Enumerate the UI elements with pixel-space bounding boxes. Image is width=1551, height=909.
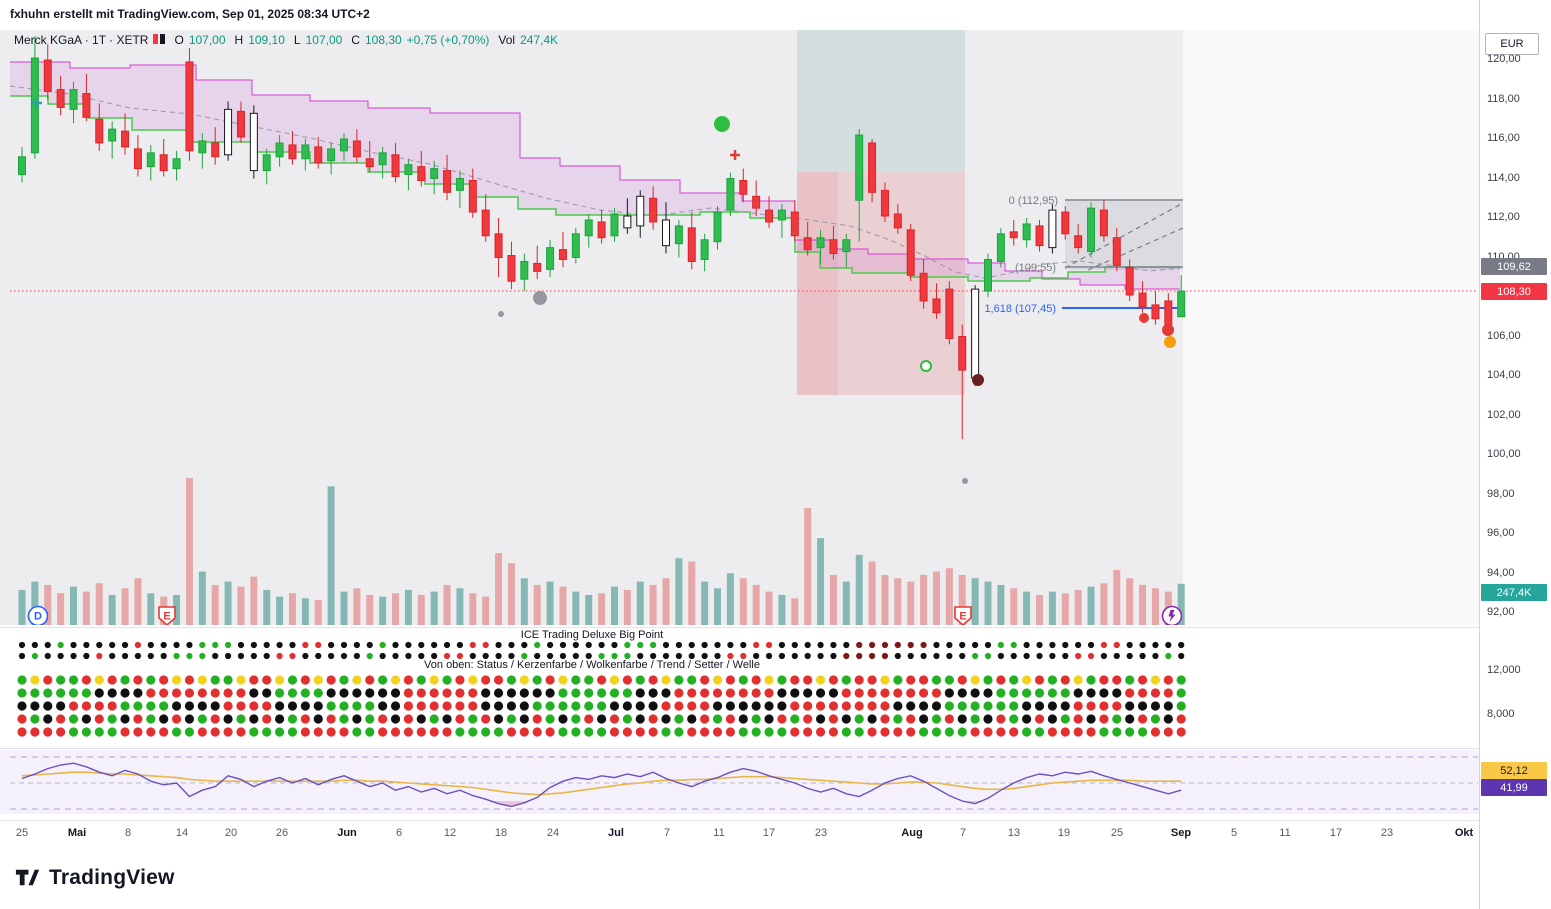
price-tick: 114,00 (1487, 171, 1520, 184)
ice-row-welle (17, 727, 1186, 737)
price-tick: 120,00 (1487, 53, 1521, 65)
ice-row-status-2 (18, 652, 1185, 660)
event-badge-E: E (158, 606, 176, 625)
time-label: Mai (67, 827, 87, 839)
ice-indicator-title: ICE Trading Deluxe Big Point (520, 629, 664, 641)
price-badge: 52,12 (1481, 762, 1547, 779)
price-badge: 41,99 (1481, 779, 1547, 796)
time-label: 23 (814, 827, 828, 839)
low-value: 107,00 (305, 33, 343, 47)
ice-dots-canvas[interactable] (0, 628, 1479, 748)
low-label: L (293, 33, 301, 47)
time-label: 17 (762, 827, 776, 839)
time-label: 17 (1329, 827, 1343, 839)
time-label: Jul (608, 827, 624, 839)
price-tick: 98,00 (1487, 487, 1515, 500)
svg-text:0 (112,95): 0 (112,95) (1009, 195, 1058, 207)
mini-candle-icons (153, 33, 166, 47)
indicator-axis-tick: 8,000 (1487, 708, 1515, 720)
ice-row-trend (17, 701, 1186, 711)
open-value: 107,00 (188, 33, 226, 47)
svg-text:D: D (34, 611, 42, 623)
price-tick: 100,00 (1487, 448, 1521, 460)
panel-separator (0, 748, 1479, 749)
footer-brand[interactable]: TradingView (14, 864, 175, 891)
high-label: H (234, 33, 244, 47)
price-tick: 92,00 (1487, 606, 1515, 618)
time-label: 13 (1007, 827, 1021, 839)
tradingview-logo-icon (15, 869, 40, 886)
time-label: 12 (443, 827, 457, 839)
price-badge: 109,62 (1481, 258, 1547, 275)
ice-row-status-1 (18, 641, 1185, 649)
price-tick: 112,00 (1487, 211, 1520, 223)
change-value: +0,75 (+0,70%) (406, 33, 490, 47)
ice-row-setter (17, 714, 1186, 724)
time-label: 20 (224, 827, 238, 839)
volume-value: 247,4K (520, 33, 559, 47)
time-label: Aug (901, 827, 923, 839)
price-chart-canvas[interactable]: 0 (112,95) (109,55) 1,618 (107,45) D E E (0, 30, 1479, 625)
credit-line: fxhuhn erstellt mit TradingView.com, Sep… (10, 7, 370, 21)
ice-row-kerzenfarbe (17, 675, 1186, 685)
time-label: 18 (494, 827, 508, 839)
panel-separator (0, 627, 1479, 628)
time-label: 25 (15, 827, 29, 839)
event-badge-E: E (954, 606, 972, 625)
time-label: 11 (713, 827, 725, 839)
svg-text:(109,55): (109,55) (1015, 262, 1056, 274)
time-label: 26 (275, 827, 289, 839)
time-label: Okt (1454, 827, 1474, 839)
open-label: O (174, 33, 184, 47)
event-badge-D: D (27, 605, 49, 625)
time-label: 5 (1230, 827, 1238, 839)
time-axis[interactable]: 25 Mai 8 14 20 26 Jun 6 12 18 24 Jul 7 11 17 23 Aug 7 13 19… (0, 820, 1551, 849)
currency-label: EUR (1485, 33, 1539, 55)
price-tick: 118,00 (1487, 92, 1520, 105)
time-label: 7 (959, 827, 967, 839)
time-label: 8 (124, 827, 132, 839)
price-badge: 108,30 (1481, 283, 1547, 300)
symbol-title[interactable]: Merck KGaA · 1T · XETR (14, 33, 149, 47)
time-label: Jun (337, 827, 357, 839)
chart-legend: Merck KGaA · 1T · XETR O 107,00 H 109,10 L… (14, 33, 558, 47)
price-tick: 94,00 (1487, 566, 1515, 579)
svg-text:E: E (959, 611, 966, 623)
time-label: 19 (1057, 827, 1071, 839)
price-tick: 96,00 (1487, 527, 1515, 539)
price-tick: 102,00 (1487, 408, 1521, 421)
price-tick: 104,00 (1487, 369, 1521, 381)
price-tick: 116,00 (1487, 132, 1520, 144)
close-label: C (351, 33, 360, 47)
rsi-panel-canvas[interactable] (0, 750, 1479, 814)
high-value: 109,10 (248, 33, 285, 47)
event-badge-lightning (1161, 605, 1183, 625)
time-label: Sep (1170, 827, 1192, 839)
brand-wordmark: TradingView (49, 865, 175, 889)
time-label: 11 (1279, 827, 1291, 839)
ice-row-wolkenfarbe (17, 688, 1186, 698)
svg-text:1,618 (107,45): 1,618 (107,45) (984, 303, 1056, 315)
time-label: 24 (546, 827, 560, 839)
price-tick: 106,00 (1487, 329, 1521, 342)
price-axis[interactable]: EUR 120,00 118,00 116,00 114,00 112,00 110,00… (1479, 0, 1551, 909)
time-label: 25 (1110, 827, 1124, 839)
ice-indicator-subtitle: Von oben: Status / Kerzenfarbe / Wolkenf… (424, 659, 760, 671)
time-label: 6 (395, 827, 403, 839)
time-label: 7 (663, 827, 671, 839)
volume-label: Vol (498, 33, 516, 47)
close-value: 108,30 (364, 33, 402, 47)
time-label: 14 (175, 827, 189, 839)
indicator-axis-tick: 12,000 (1487, 664, 1521, 676)
time-label: 23 (1380, 827, 1394, 839)
svg-text:E: E (163, 611, 170, 623)
price-badge: 247,4K (1481, 584, 1547, 601)
